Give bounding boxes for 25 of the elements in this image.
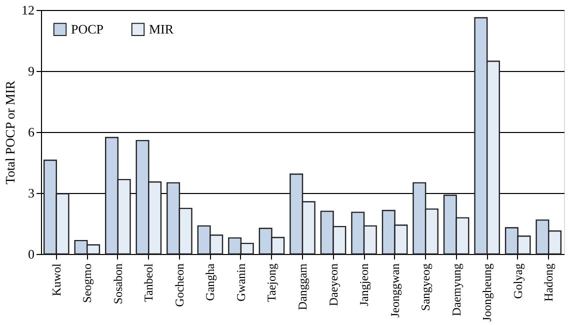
x-tick-label: Gangha [203, 262, 218, 301]
x-tick-label: Gocheon [172, 264, 186, 307]
x-tick-label: Danggam [296, 262, 310, 310]
x-tick-label: Sosabon [110, 264, 125, 304]
y-tick-label: 3 [28, 186, 34, 200]
legend-label: POCP [71, 21, 104, 36]
x-tick-label: Jeonggwan [388, 264, 402, 318]
x-tick-label: Tanbeol [142, 262, 156, 302]
x-tick-label: Jangjeon [357, 264, 372, 306]
x-tick-label: Hadong [542, 264, 556, 302]
y-axis-title: Total POCP or MIR [2, 80, 18, 184]
x-tick-label: Sangyeog [418, 264, 433, 311]
y-tick-label: 0 [28, 246, 34, 262]
y-tick-label: 9 [28, 64, 34, 78]
x-tick-label: Seogmo [80, 264, 94, 303]
x-tick-label: Kuwol [49, 262, 64, 296]
y-tick-label: 6 [28, 124, 35, 140]
x-tick-label: Gwanin [234, 264, 248, 302]
x-tick-label: Golyag [510, 264, 525, 299]
legend-label: MIR [149, 21, 174, 36]
x-tick-label: Joongheung [480, 264, 494, 322]
x-tick-label: Daeyeon [326, 264, 340, 306]
x-tick-label: Taejong [264, 264, 279, 302]
x-tick-label: Daemyung [449, 264, 464, 316]
y-tick-label: 12 [22, 2, 34, 18]
